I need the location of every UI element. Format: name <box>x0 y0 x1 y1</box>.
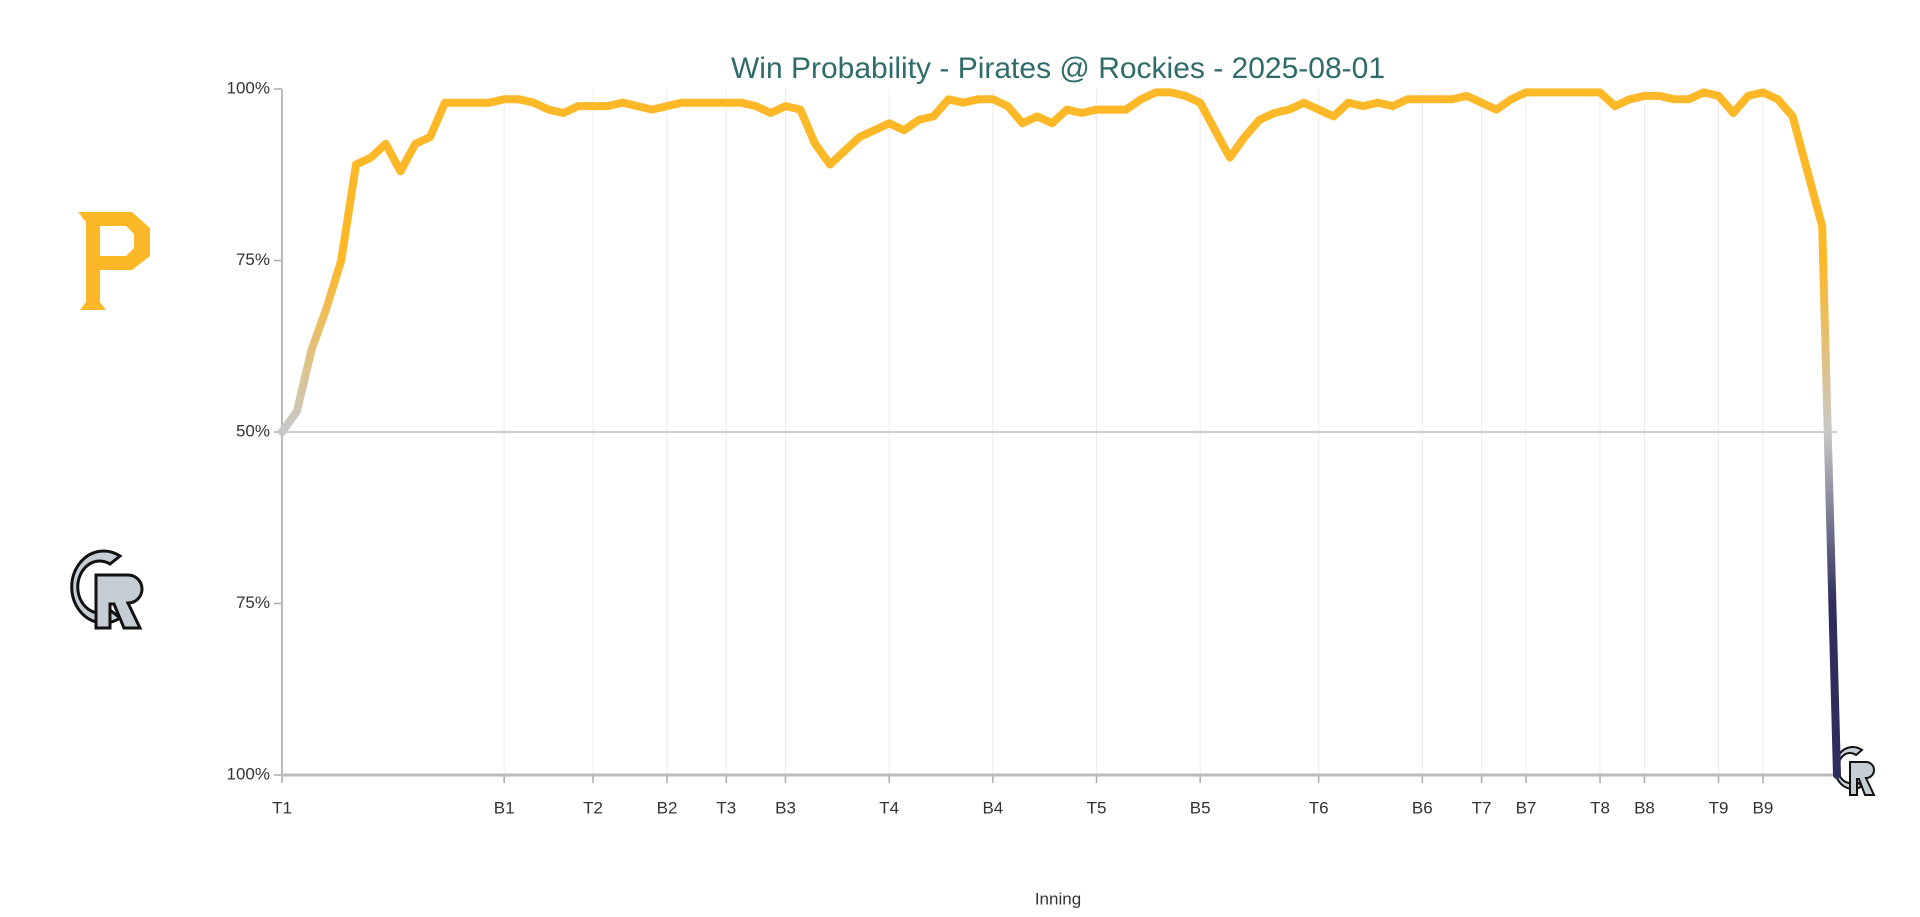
x-tick-label: T1 <box>272 798 292 817</box>
x-tick-label: B1 <box>494 798 515 817</box>
x-tick-label: B5 <box>1190 798 1211 817</box>
y-tick-label: 75% <box>236 593 270 612</box>
x-tick-label: B4 <box>982 798 1003 817</box>
rockies-logo <box>70 549 144 630</box>
x-tick-label: B9 <box>1753 798 1774 817</box>
chart-title: Win Probability - Pirates @ Rockies - 20… <box>731 52 1385 85</box>
x-tick-label: T6 <box>1309 798 1329 817</box>
pirates-logo <box>78 212 150 310</box>
x-tick-label: T9 <box>1709 798 1729 817</box>
x-tick-label: B8 <box>1634 798 1655 817</box>
x-tick-label: T7 <box>1472 798 1492 817</box>
x-axis-label: Inning <box>1035 889 1081 908</box>
x-tick-label: B2 <box>657 798 678 817</box>
y-tick-label: 100% <box>227 764 270 783</box>
win-probability-line <box>278 88 1841 779</box>
x-tick-label: T8 <box>1590 798 1610 817</box>
x-tick-label: T4 <box>879 798 899 817</box>
x-tick-label: B7 <box>1516 798 1537 817</box>
y-tick-label: 75% <box>236 250 270 269</box>
y-tick-label: 50% <box>236 421 270 440</box>
y-tick-label: 100% <box>227 78 270 97</box>
x-tick-label: T5 <box>1087 798 1107 817</box>
x-tick-label: T2 <box>583 798 603 817</box>
x-tick-label: B3 <box>775 798 796 817</box>
rockies-logo-small <box>1833 746 1876 796</box>
x-tick-label: B6 <box>1412 798 1433 817</box>
x-tick-label: T3 <box>716 798 736 817</box>
